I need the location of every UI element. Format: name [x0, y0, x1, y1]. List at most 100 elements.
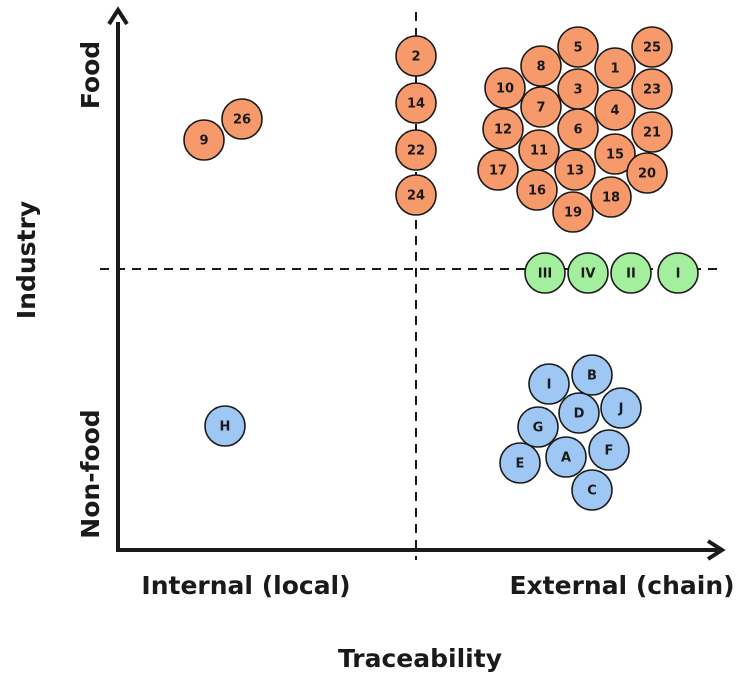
food-node-label: 18 [602, 191, 620, 206]
nonfood-node-label: F [605, 444, 614, 459]
food-node-label: 16 [528, 184, 546, 199]
nonfood-node-e: E [499, 442, 541, 484]
food-node-circle [554, 149, 596, 191]
nonfood-node-label: B [587, 369, 597, 384]
roman-node-label: IV [581, 267, 596, 282]
y-category-nonfood: Non-food [76, 409, 105, 538]
x-axis-title: Traceability [338, 644, 502, 673]
y-axis-arrow-icon [107, 6, 129, 26]
food-node-18: 18 [590, 176, 632, 218]
food-node-11: 11 [518, 129, 560, 171]
roman-node-circle [657, 252, 699, 294]
nonfood-node-circle [517, 406, 559, 448]
food-node-label: 14 [407, 97, 425, 112]
roman-node-label: I [676, 267, 681, 282]
nonfood-node-circle [499, 442, 541, 484]
food-node-19: 19 [552, 191, 594, 233]
food-node-circle [395, 82, 437, 124]
nonfood-node-label: C [587, 484, 597, 499]
food-node-label: 7 [536, 101, 545, 116]
roman-node-ii: II [610, 252, 652, 294]
food-node-24: 24 [395, 174, 437, 216]
roman-nodes-group: III IV II I [524, 252, 699, 294]
x-category-internal: Internal (local) [141, 571, 350, 600]
food-node-label: 3 [573, 83, 582, 98]
food-node-17: 17 [477, 149, 519, 191]
nonfood-node-label: E [516, 457, 525, 472]
x-category-external: External (chain) [509, 571, 734, 600]
food-node-circle [631, 26, 673, 68]
food-node-circle [631, 68, 673, 110]
food-node-circle [183, 119, 225, 161]
food-node-9: 9 [183, 119, 225, 161]
nonfood-node-h: H [204, 405, 246, 447]
nonfood-node-circle [588, 429, 630, 471]
food-node-10: 10 [484, 67, 526, 109]
roman-node-label: II [626, 267, 636, 282]
food-node-15: 15 [594, 133, 636, 175]
food-node-circle [395, 129, 437, 171]
nonfood-node-i: I [528, 363, 570, 405]
food-node-circle [552, 191, 594, 233]
food-node-7: 7 [520, 86, 562, 128]
nonfood-node-label: A [561, 451, 571, 466]
nonfood-node-circle [600, 387, 642, 429]
food-node-label: 22 [407, 144, 425, 159]
roman-node-label: III [538, 267, 553, 282]
food-node-label: 17 [489, 164, 507, 179]
food-node-label: 23 [643, 83, 661, 98]
nonfood-node-circle [528, 363, 570, 405]
food-node-circle [631, 111, 673, 153]
food-node-label: 11 [530, 144, 548, 159]
food-node-3: 3 [557, 68, 599, 110]
roman-node-iv: IV [567, 252, 609, 294]
food-node-1: 1 [594, 47, 636, 89]
nonfood-node-circle [571, 354, 613, 396]
nonfood-node-label: J [618, 402, 624, 417]
food-node-circle [590, 176, 632, 218]
food-node-26: 26 [221, 98, 263, 140]
x-axis-arrow-icon [706, 539, 726, 561]
y-category-food: Food [76, 41, 105, 109]
food-node-circle [520, 45, 562, 87]
food-node-circle [594, 133, 636, 175]
nonfood-node-label: G [533, 421, 544, 436]
food-node-circle [516, 169, 558, 211]
food-node-circle [557, 26, 599, 68]
nonfood-node-label: D [574, 407, 585, 422]
roman-node-circle [524, 252, 566, 294]
food-node-label: 13 [566, 164, 584, 179]
food-node-label: 19 [564, 206, 582, 221]
food-node-label: 15 [606, 148, 624, 163]
food-node-21: 21 [631, 111, 673, 153]
food-node-label: 25 [643, 41, 661, 56]
food-node-6: 6 [557, 108, 599, 150]
food-node-label: 4 [610, 104, 619, 119]
food-node-5: 5 [557, 26, 599, 68]
food-node-14: 14 [395, 82, 437, 124]
roman-node-circle [610, 252, 652, 294]
nonfood-node-label: I [547, 378, 552, 393]
food-node-label: 9 [199, 134, 208, 149]
food-node-label: 1 [610, 62, 619, 77]
roman-node-iii: III [524, 252, 566, 294]
nonfood-node-d: D [558, 392, 600, 434]
food-node-circle [594, 89, 636, 131]
food-node-13: 13 [554, 149, 596, 191]
roman-node-circle [567, 252, 609, 294]
food-node-20: 20 [626, 152, 668, 194]
food-node-circle [520, 86, 562, 128]
nonfood-node-circle [204, 405, 246, 447]
food-node-circle [484, 67, 526, 109]
food-node-16: 16 [516, 169, 558, 211]
nonfood-node-f: F [588, 429, 630, 471]
food-node-label: 5 [573, 41, 582, 56]
food-node-label: 24 [407, 189, 425, 204]
nonfood-node-c: C [571, 469, 613, 511]
food-node-label: 10 [496, 82, 514, 97]
food-node-label: 8 [536, 60, 545, 75]
y-axis-title: Industry [12, 201, 41, 319]
nonfood-nodes-group: H I B D J G A F E C [204, 354, 642, 511]
food-node-2: 2 [395, 35, 437, 77]
